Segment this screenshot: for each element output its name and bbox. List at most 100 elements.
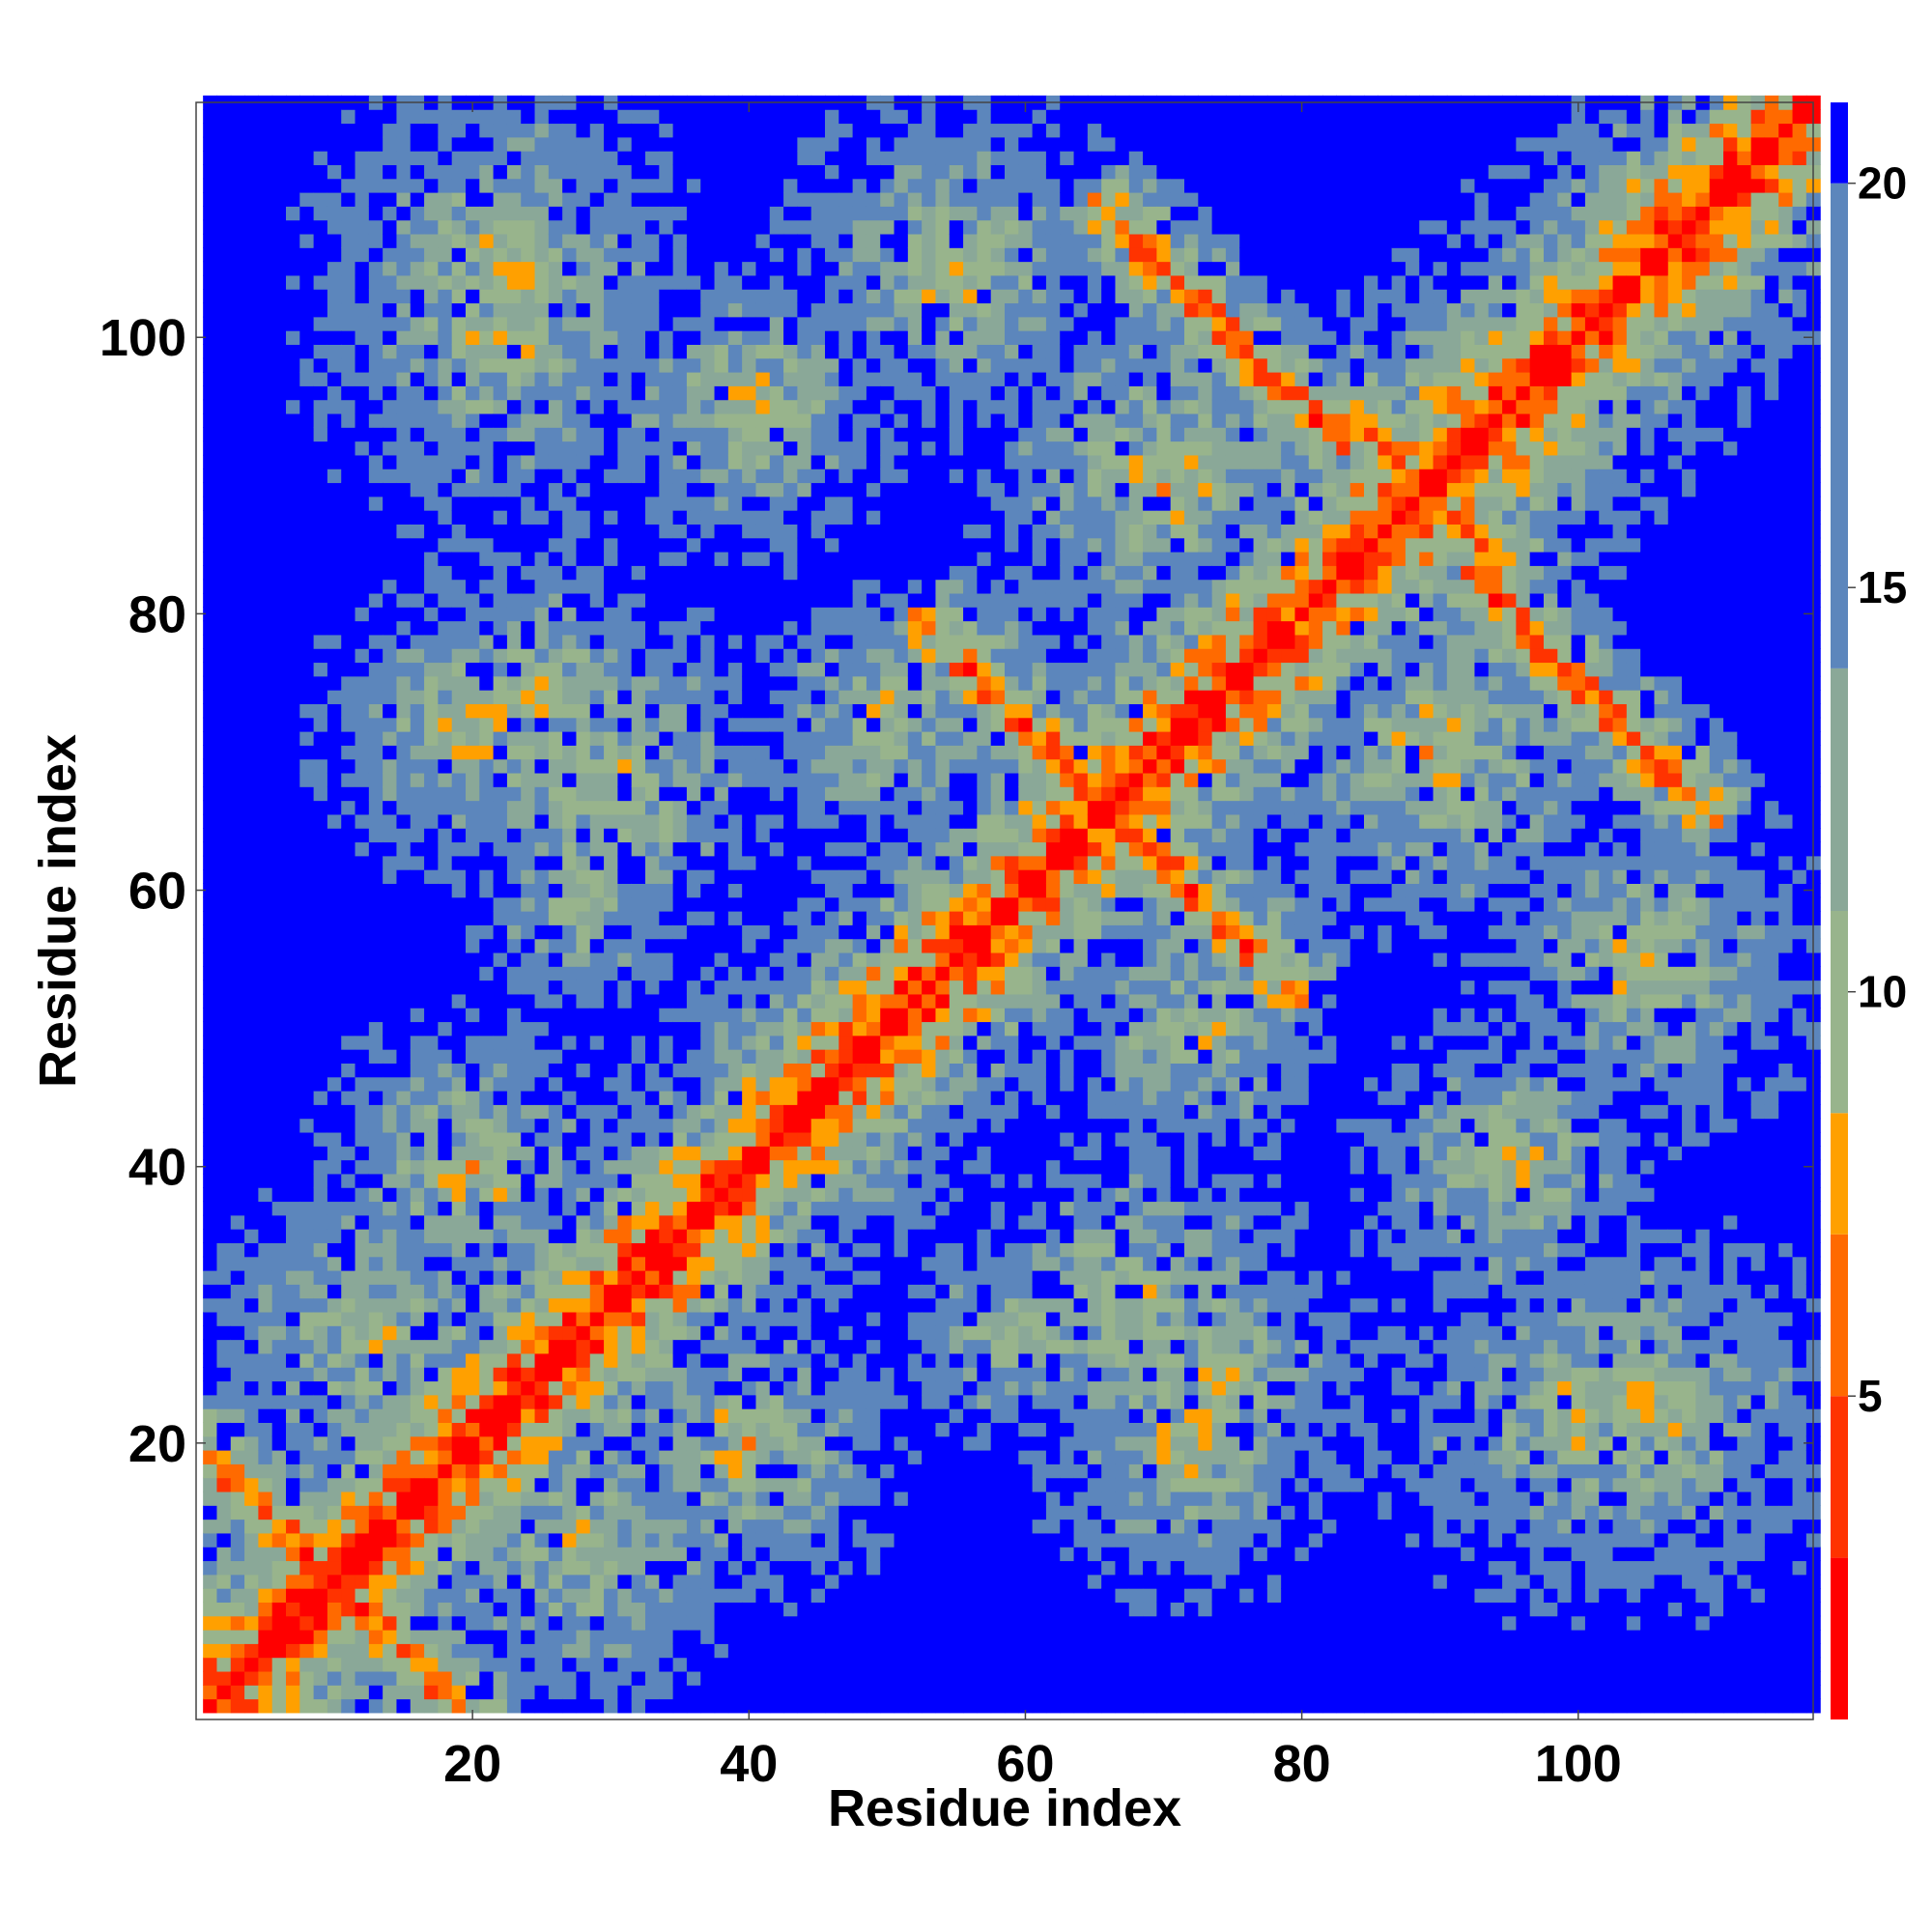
heatmap-cell <box>534 1435 550 1451</box>
heatmap-cell <box>258 1491 273 1506</box>
heatmap-cell <box>521 896 536 912</box>
heatmap-cell <box>424 1477 439 1492</box>
heatmap-cell <box>341 952 356 967</box>
heatmap-cell <box>230 1450 245 1464</box>
heatmap-cell <box>645 1256 660 1271</box>
heatmap-cell <box>562 1146 578 1161</box>
heatmap-cell <box>313 1297 328 1313</box>
heatmap-cell <box>617 675 633 691</box>
heatmap-cell <box>424 1008 439 1023</box>
heatmap-cell <box>672 1118 688 1133</box>
heatmap-cell <box>548 1297 563 1313</box>
heatmap-cell <box>604 1547 618 1562</box>
heatmap-cell <box>576 344 591 359</box>
heatmap-cell <box>645 136 660 152</box>
heatmap-cell <box>672 1643 688 1659</box>
heatmap-cell <box>438 1450 453 1464</box>
heatmap-cell <box>216 1602 232 1617</box>
heatmap-cell <box>727 1229 743 1243</box>
heatmap-cell <box>769 357 784 373</box>
heatmap-cell <box>493 316 508 331</box>
heatmap-cell <box>396 634 412 649</box>
heatmap-cell <box>534 1035 550 1050</box>
heatmap-cell <box>299 164 315 180</box>
heatmap-cell <box>258 261 273 276</box>
heatmap-cell <box>451 675 467 691</box>
heatmap-cell <box>714 219 729 235</box>
heatmap-cell <box>562 1532 578 1548</box>
heatmap-cell <box>672 109 688 125</box>
heatmap-cell <box>769 1131 784 1147</box>
heatmap-cell <box>742 690 757 704</box>
heatmap-cell <box>714 1463 729 1479</box>
heatmap-cell <box>327 1339 342 1354</box>
heatmap-cell <box>327 758 342 774</box>
heatmap-cell <box>383 1450 398 1464</box>
heatmap-cell <box>438 855 453 870</box>
heatmap-cell <box>769 620 784 636</box>
heatmap-cell <box>548 952 563 967</box>
heatmap-cell <box>783 980 798 995</box>
heatmap-cell <box>659 1118 674 1133</box>
heatmap-cell <box>438 247 453 263</box>
heatmap-cell <box>479 164 495 180</box>
heatmap-cell <box>396 1284 412 1299</box>
heatmap-cell <box>271 385 287 401</box>
heatmap-cell <box>727 482 743 497</box>
heatmap-cell <box>203 1491 218 1506</box>
heatmap-cell <box>355 1367 370 1382</box>
heatmap-cell <box>576 703 591 719</box>
heatmap-cell <box>341 813 356 829</box>
heatmap-cell <box>424 357 439 373</box>
heatmap-cell <box>438 123 453 138</box>
heatmap-cell <box>769 980 784 995</box>
heatmap-cell <box>645 786 660 802</box>
heatmap-cell <box>714 427 729 442</box>
heatmap-cell <box>466 1242 480 1258</box>
heatmap-cell <box>604 883 618 898</box>
heatmap-cell <box>368 1118 384 1133</box>
heatmap-cell <box>755 592 771 608</box>
heatmap-cell <box>493 385 508 401</box>
heatmap-cell <box>672 1159 688 1175</box>
heatmap-cell <box>438 1325 453 1341</box>
heatmap-cell <box>299 1159 315 1175</box>
heatmap-cell <box>506 136 522 152</box>
heatmap-cell <box>258 1325 273 1341</box>
heatmap-cell <box>700 1131 716 1147</box>
heatmap-cell <box>617 703 633 719</box>
heatmap-cell <box>548 1091 563 1105</box>
heatmap-cell <box>727 1021 743 1037</box>
heatmap-cell <box>562 565 578 581</box>
heatmap-cell <box>368 151 384 165</box>
heatmap-cell <box>783 565 798 581</box>
heatmap-cell <box>466 1297 480 1313</box>
heatmap-cell <box>383 1352 398 1368</box>
heatmap-cell <box>783 1547 798 1562</box>
heatmap-cell <box>230 1256 245 1271</box>
heatmap-cell <box>299 1063 315 1078</box>
heatmap-cell <box>672 1242 688 1258</box>
heatmap-cell <box>271 1685 287 1700</box>
heatmap-cell <box>534 703 550 719</box>
heatmap-cell <box>686 412 701 428</box>
heatmap-cell <box>604 924 618 940</box>
heatmap-cell <box>493 552 508 566</box>
heatmap-cell <box>355 1118 370 1133</box>
heatmap-cell <box>631 247 646 263</box>
heatmap-cell <box>700 1008 716 1023</box>
heatmap-cell <box>341 330 356 345</box>
heatmap-cell <box>493 247 508 263</box>
heatmap-cell <box>216 427 232 442</box>
heatmap-cell <box>548 1685 563 1700</box>
heatmap-cell <box>659 1146 674 1161</box>
heatmap-cell <box>589 482 605 497</box>
heatmap-cell <box>355 372 370 386</box>
heatmap-cell <box>451 1394 467 1409</box>
heatmap-cell <box>383 565 398 581</box>
heatmap-cell <box>755 178 771 193</box>
heatmap-cell <box>203 1685 218 1700</box>
heatmap-cell <box>244 316 259 331</box>
heatmap-cell <box>286 1435 300 1451</box>
heatmap-cell <box>659 469 674 484</box>
